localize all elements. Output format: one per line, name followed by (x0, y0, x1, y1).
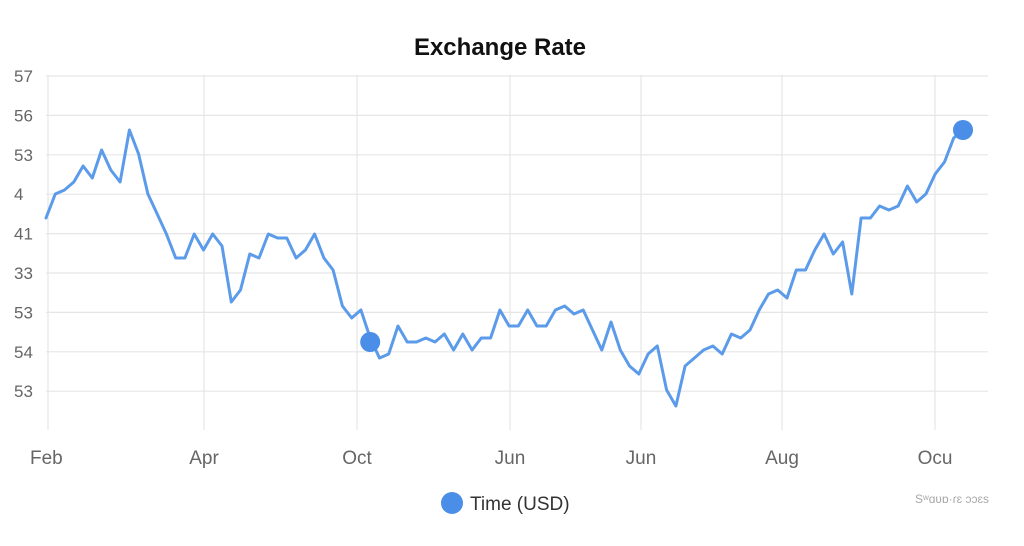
y-tick-label: 53 (14, 146, 33, 165)
highlight-point (360, 332, 381, 352)
legend-label: Time (USD) (470, 494, 570, 515)
x-tick-label: Aug (765, 448, 799, 469)
y-tick-label: 53 (14, 303, 33, 322)
plot-area (44, 120, 973, 408)
x-tick-label: Jun (626, 448, 657, 469)
y-tick-label: 57 (14, 67, 33, 86)
y-tick-label: 56 (14, 106, 33, 125)
x-tick-label: Ocu (918, 448, 953, 469)
x-tick-label: Oct (342, 448, 372, 469)
y-tick-label: 4 (14, 185, 23, 204)
watermark-text: Sʷɑʋɒ·ɾɛ ɔɔɛs (915, 492, 989, 506)
x-tick-label: Feb (30, 448, 63, 469)
legend-marker (441, 492, 463, 514)
series-line (44, 128, 965, 408)
y-axis-tick-labels: 57 56 53 4 41 33 53 54 53 (14, 67, 33, 401)
chart-title: Exchange Rate (414, 34, 586, 61)
y-tick-label: 33 (14, 264, 33, 283)
x-tick-label: Jun (495, 448, 526, 469)
y-tick-label: 41 (14, 225, 33, 244)
x-tick-label: Apr (189, 448, 219, 469)
y-tick-label: 53 (14, 382, 33, 401)
x-axis-tick-labels: Feb Apr Oct Jun Jun Aug Ocu (30, 448, 952, 469)
y-tick-label: 54 (14, 343, 33, 362)
highlight-point (953, 120, 973, 140)
legend: Time (USD) (441, 492, 570, 515)
